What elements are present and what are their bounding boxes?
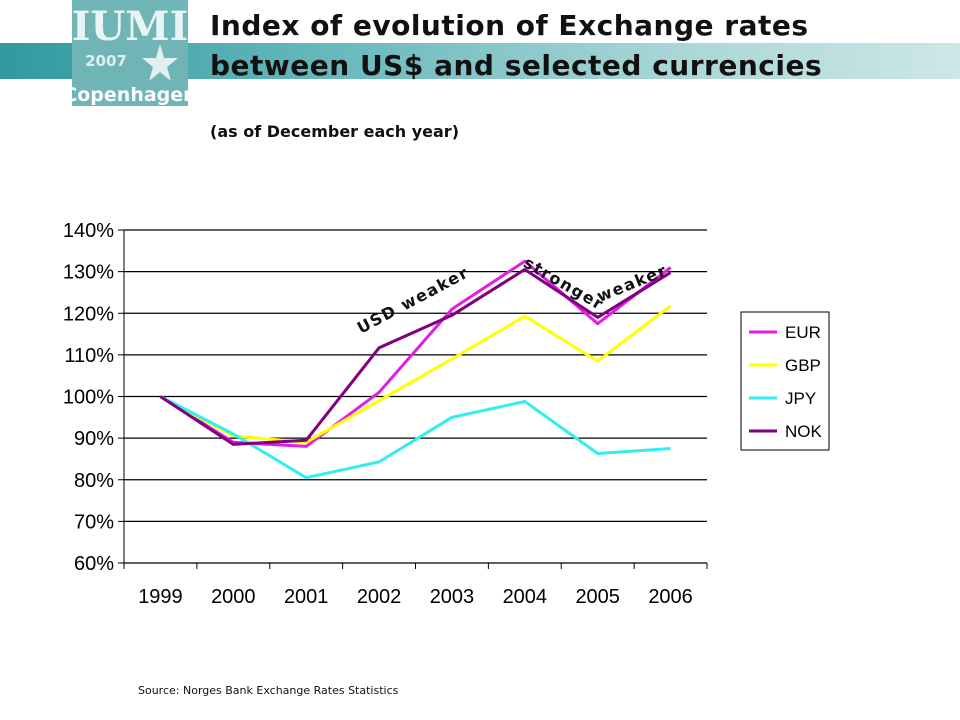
- page-title: Index of evolution of Exchange rates bet…: [210, 6, 822, 86]
- series-line-jpy: [159, 395, 671, 480]
- series-line-gbp: [159, 304, 672, 444]
- y-tick-label: 80%: [74, 470, 114, 492]
- logo-line3: Copenhagen: [72, 84, 188, 106]
- y-tick-label: 90%: [74, 428, 114, 450]
- legend-label-jpy: JPY: [785, 389, 816, 408]
- x-tick-label: 2006: [648, 586, 693, 608]
- x-tick-label: 2000: [211, 586, 256, 608]
- x-tick-label: 2001: [284, 586, 329, 608]
- x-tick-label: 2003: [430, 586, 475, 608]
- x-tick-label: 2004: [503, 586, 548, 608]
- star-icon: [142, 44, 178, 81]
- y-axis-ticks: 140% 130% 120% 110% 100% 90% 80% 70% 60%: [63, 220, 114, 575]
- legend-label-gbp: GBP: [785, 356, 821, 375]
- y-tick-label: 120%: [63, 303, 114, 325]
- y-tick-label: 60%: [74, 553, 114, 575]
- y-tick-label: 110%: [64, 345, 114, 367]
- legend: EUR GBP JPY NOK: [740, 311, 830, 451]
- title-line-2: between US$ and selected currencies: [210, 49, 823, 82]
- y-tick-label: 130%: [63, 262, 114, 284]
- series-line-nok: [159, 268, 672, 446]
- y-tick-label: 140%: [63, 220, 114, 242]
- annotation-label: stronger: [520, 253, 607, 314]
- logo-line1: IUMI: [72, 3, 188, 50]
- x-tick-label: 2002: [357, 586, 402, 608]
- title-line-1: Index of evolution of Exchange rates: [210, 9, 809, 42]
- legend-label-eur: EUR: [785, 323, 821, 342]
- legend-box: [740, 311, 830, 451]
- axes: [118, 229, 708, 569]
- x-tick-label: 1999: [138, 586, 183, 608]
- legend-label-nok: NOK: [785, 422, 823, 441]
- series-lines: [159, 259, 672, 480]
- subtitle: (as of December each year): [210, 122, 460, 141]
- logo-line2: 2007: [85, 52, 127, 70]
- annotation-label: USD weaker: [354, 263, 472, 338]
- x-tick-label: 2005: [575, 586, 620, 608]
- logo-graphic: IUMI 2007 Copenhagen: [63, 3, 196, 106]
- iumi-logo: IUMI 2007 Copenhagen: [63, 0, 197, 106]
- x-axis-ticks: 1999 2000 2001 2002 2003 2004 2005 2006: [138, 586, 693, 608]
- source-note: Source: Norges Bank Exchange Rates Stati…: [138, 684, 399, 697]
- y-tick-label: 70%: [74, 511, 114, 533]
- y-tick-label: 100%: [63, 387, 114, 409]
